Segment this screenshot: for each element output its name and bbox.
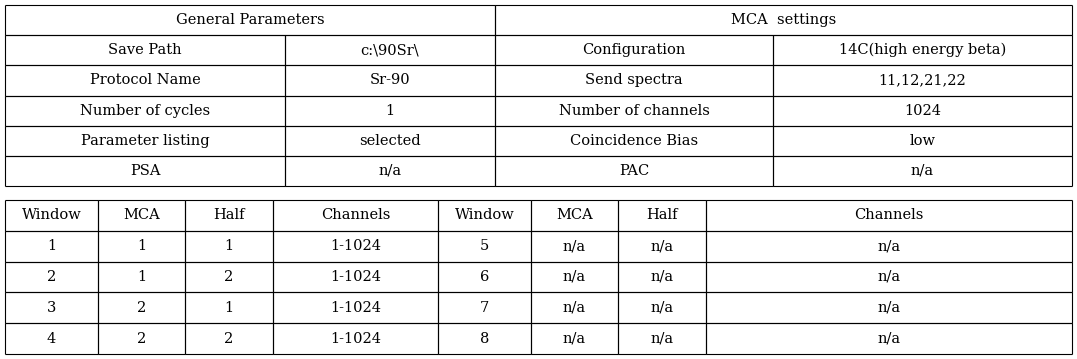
- Text: 2: 2: [137, 332, 146, 346]
- Text: Coincidence Bias: Coincidence Bias: [570, 134, 698, 148]
- Text: Half: Half: [213, 209, 244, 222]
- Text: 1: 1: [224, 239, 234, 253]
- Text: 2: 2: [47, 270, 56, 284]
- Text: c:\90Sr\: c:\90Sr\: [361, 43, 419, 57]
- Text: 11,12,21,22: 11,12,21,22: [879, 74, 966, 88]
- Text: n/a: n/a: [911, 164, 934, 178]
- Text: n/a: n/a: [651, 332, 673, 346]
- Text: n/a: n/a: [878, 239, 900, 253]
- Text: low: low: [909, 134, 936, 148]
- Text: 2: 2: [137, 301, 146, 315]
- Text: Parameter listing: Parameter listing: [81, 134, 209, 148]
- Text: Configuration: Configuration: [583, 43, 686, 57]
- Text: n/a: n/a: [878, 270, 900, 284]
- Text: Sr-90: Sr-90: [369, 74, 410, 88]
- Text: Number of channels: Number of channels: [559, 104, 710, 118]
- Text: n/a: n/a: [378, 164, 402, 178]
- Text: General Parameters: General Parameters: [176, 13, 324, 27]
- Text: 6: 6: [480, 270, 489, 284]
- Text: n/a: n/a: [563, 332, 586, 346]
- Text: n/a: n/a: [878, 301, 900, 315]
- Text: n/a: n/a: [651, 301, 673, 315]
- Text: selected: selected: [360, 134, 421, 148]
- Text: 8: 8: [480, 332, 489, 346]
- Text: PAC: PAC: [619, 164, 649, 178]
- Text: 14C(high energy beta): 14C(high energy beta): [839, 43, 1006, 57]
- Text: n/a: n/a: [563, 301, 586, 315]
- Text: 5: 5: [480, 239, 489, 253]
- Text: n/a: n/a: [651, 239, 673, 253]
- Text: MCA: MCA: [556, 209, 592, 222]
- Text: n/a: n/a: [563, 239, 586, 253]
- Text: 1024: 1024: [904, 104, 941, 118]
- Text: 1: 1: [386, 104, 394, 118]
- Text: 1-1024: 1-1024: [330, 270, 381, 284]
- Text: Channels: Channels: [321, 209, 390, 222]
- Text: Window: Window: [454, 209, 515, 222]
- Text: n/a: n/a: [878, 332, 900, 346]
- Text: Channels: Channels: [854, 209, 924, 222]
- Text: n/a: n/a: [651, 270, 673, 284]
- Text: 1-1024: 1-1024: [330, 301, 381, 315]
- Text: 1: 1: [224, 301, 234, 315]
- Text: Save Path: Save Path: [108, 43, 182, 57]
- Text: 1-1024: 1-1024: [330, 239, 381, 253]
- Text: 2: 2: [224, 332, 234, 346]
- Text: Protocol Name: Protocol Name: [89, 74, 200, 88]
- Text: PSA: PSA: [129, 164, 160, 178]
- Text: Window: Window: [22, 209, 82, 222]
- Text: Number of cycles: Number of cycles: [80, 104, 210, 118]
- Text: 3: 3: [46, 301, 56, 315]
- Text: 7: 7: [480, 301, 489, 315]
- Text: n/a: n/a: [563, 270, 586, 284]
- Text: Send spectra: Send spectra: [585, 74, 683, 88]
- Text: 1: 1: [137, 270, 146, 284]
- Text: MCA: MCA: [123, 209, 159, 222]
- Text: 1: 1: [47, 239, 56, 253]
- Text: 1: 1: [137, 239, 146, 253]
- Text: Half: Half: [646, 209, 677, 222]
- Text: MCA  settings: MCA settings: [731, 13, 836, 27]
- Text: 2: 2: [224, 270, 234, 284]
- Text: 1-1024: 1-1024: [330, 332, 381, 346]
- Text: 4: 4: [47, 332, 56, 346]
